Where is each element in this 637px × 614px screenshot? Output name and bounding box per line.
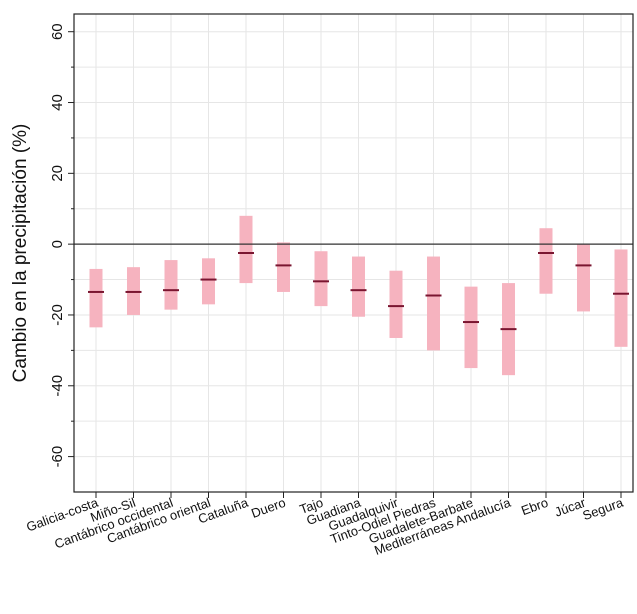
range-bar (239, 215, 253, 284)
range-bar (577, 244, 590, 312)
y-axis: -60 -40 -20 0 20 40 60 (49, 23, 74, 467)
y-tick-label: 20 (49, 165, 66, 182)
plot-frame (73, 13, 634, 493)
y-tick-label: 60 (49, 23, 66, 40)
range-bar (202, 258, 215, 305)
range-bars (88, 215, 629, 376)
range-bar (614, 249, 628, 347)
y-tick-label: 0 (49, 240, 66, 248)
range-bar (539, 228, 553, 294)
range-bar (352, 256, 365, 317)
x-tick-label: Ebro (519, 495, 550, 518)
range-bar (314, 251, 328, 307)
range-bar (89, 268, 103, 328)
range-bar (164, 260, 178, 310)
range-bar (464, 286, 478, 369)
x-tick-label: Duero (249, 495, 287, 521)
x-tick-label: Segura (581, 494, 626, 523)
range-bar (427, 256, 440, 351)
y-axis-title: Cambio en la precipitación (%) (10, 124, 31, 383)
y-tick-label: -60 (49, 446, 66, 468)
range-bar (277, 242, 290, 292)
y-tick-label: -20 (49, 304, 66, 326)
y-tick-label: -40 (49, 375, 66, 397)
range-bar (389, 270, 403, 338)
y-tick-label: 40 (49, 94, 66, 111)
